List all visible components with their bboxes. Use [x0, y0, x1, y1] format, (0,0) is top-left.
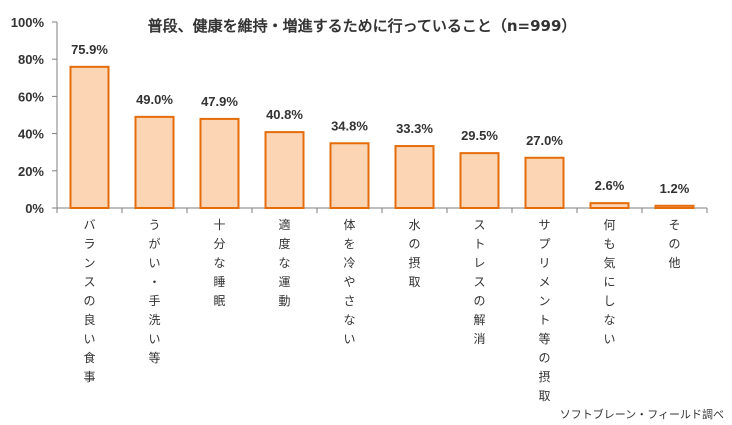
- category-label: うがい・手洗い等: [148, 218, 160, 365]
- data-label: 27.0%: [526, 133, 563, 148]
- category-label: その他: [668, 218, 680, 270]
- bar: [69, 65, 110, 209]
- category-label: 体を冷やさない: [343, 218, 355, 346]
- category-label: 水の摂取: [408, 218, 420, 289]
- source-note: ソフトブレーン・フィールド調べ: [560, 407, 724, 421]
- y-tick-label: 20%: [18, 164, 44, 179]
- bar: [394, 145, 435, 209]
- chart-title: 普段、健康を維持・増進するために行っていること（n=999）: [148, 17, 577, 35]
- data-label: 75.9%: [71, 42, 108, 57]
- bar: [524, 156, 565, 209]
- category-label: 十分な睡眠: [213, 218, 225, 308]
- bar: [134, 115, 175, 209]
- bar: [654, 204, 695, 210]
- bar: [264, 131, 305, 209]
- y-axis: 0% 20% 40% 60% 80% 100%: [11, 15, 58, 216]
- y-tick-label: 40%: [18, 127, 44, 142]
- category-label: バランスの良い食事: [83, 218, 95, 384]
- data-label: 29.5%: [461, 128, 498, 143]
- y-tick-label: 80%: [18, 52, 44, 67]
- bar: [199, 117, 240, 209]
- bars: [69, 65, 695, 210]
- data-label: 2.6%: [595, 178, 625, 193]
- data-label: 34.8%: [331, 118, 368, 133]
- data-label: 49.0%: [136, 92, 173, 107]
- y-tick-label: 100%: [11, 15, 45, 30]
- category-labels: バランスの良い食事 うがい・手洗い等 十分な睡眠 適度な運動 体を冷やさない 水の摂取 スト…: [83, 217, 680, 403]
- bar: [329, 142, 370, 209]
- bar: [459, 152, 500, 210]
- bar: [589, 202, 630, 210]
- data-labels: 75.9% 49.0% 47.9% 40.8% 34.8% 33.3% 29.5% 27.0%…: [71, 42, 690, 196]
- category-label: 何も気にしない: [603, 218, 615, 346]
- data-label: 1.2%: [660, 181, 690, 196]
- category-label: サプリメント等の摂取: [538, 218, 550, 403]
- data-label: 40.8%: [266, 107, 303, 122]
- y-tick-label: 0%: [25, 201, 44, 216]
- data-label: 47.9%: [201, 94, 238, 109]
- category-label: 適度な運動: [278, 217, 290, 308]
- category-label: ストレスの解消: [473, 218, 485, 346]
- y-tick-label: 60%: [18, 89, 44, 104]
- data-label: 33.3%: [396, 121, 433, 136]
